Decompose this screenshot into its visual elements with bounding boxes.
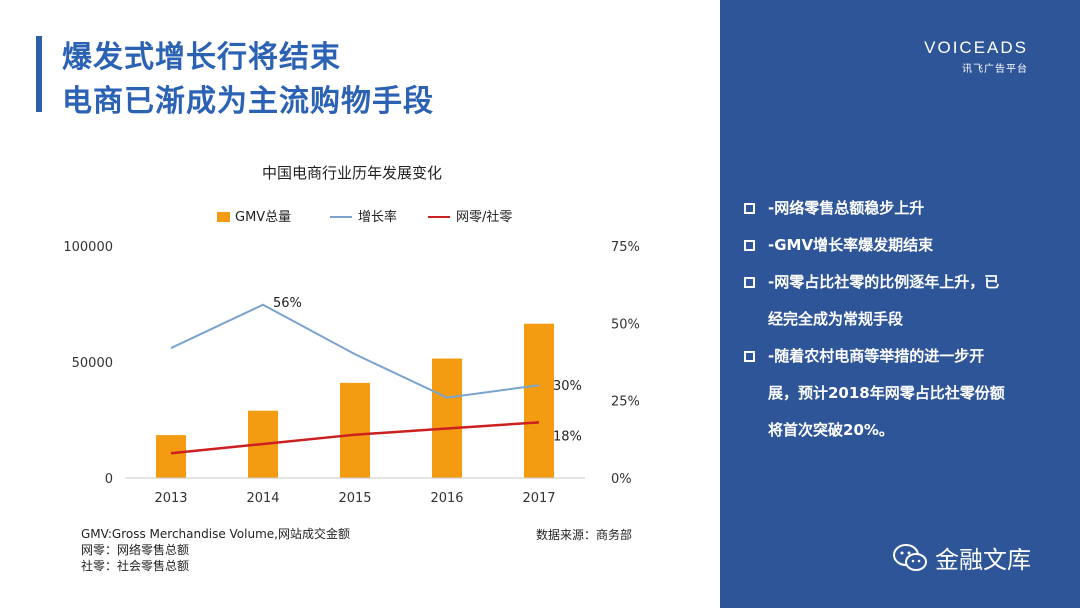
x-tick-label: 2013 [154,491,187,506]
data-labels: 56% 30% 18% [273,296,582,445]
chart-area: 中国电商行业历年发展变化 GMV总量 增长率 网零/社零 050000100000 … [63,164,640,506]
footnote-wangling: 网零：网络零售总额 [81,543,190,557]
chart-title: 中国电商行业历年发展变化 [262,164,442,182]
wechat-icon [893,543,927,571]
line-series [170,303,540,455]
page-title-line2: 电商已渐成为主流购物手段 [62,84,434,119]
right-tick-label: 75% [611,240,640,255]
watermark-text: 金融文库 [935,546,1031,574]
bullet-continuation: 经完全成为常规手段 [768,310,904,328]
bullet-continuation: 将首次突破20%。 [768,421,894,439]
line-growth-rate [170,303,540,399]
watermark: 金融文库 [893,540,1031,575]
right-tick-label: 50% [611,317,640,332]
checkbox-square-icon [744,203,755,214]
right-axis: 0% 25% 50% 75% [611,240,640,487]
page-title-line1: 爆发式增长行将结束 [62,40,341,75]
logo-text: VOICEADS [924,38,1028,57]
bar-gmv-2016 [432,358,462,478]
x-tick-label: 2014 [246,491,279,506]
legend-label: 网零/社零 [456,209,512,225]
left-axis: 0 50000 100000 [63,240,113,487]
x-tick-label: 2017 [522,491,555,506]
x-tick-label: 2016 [430,491,463,506]
data-label: 18% [553,429,582,444]
legend-label: 增长率 [358,209,397,225]
bullet-item: -网络零售总额稳步上升 [742,190,1042,227]
checkbox-square-icon [744,240,755,251]
left-tick-label: 100000 [63,240,113,255]
bullet-item: -GMV增长率爆发期结束 [742,227,1042,264]
checkbox-square-icon [744,277,755,288]
summary-panel: VOICEADS 讯飞广告平台 [720,0,1080,608]
legend-label: GMV总量 [235,210,291,225]
checkbox-square-icon [744,351,755,362]
title-accent-bar [36,36,42,112]
bar-gmv-2013 [156,435,186,478]
footnote-gmv: GMV:Gross Merchandise Volume,网站成交金额 [81,527,350,541]
right-tick-label: 25% [611,395,640,410]
left-tick-label: 0 [105,472,113,487]
bullet-item: -网零占比社零的比例逐年上升，已 [742,264,1042,301]
bullet-continuation: 展，预计2018年网零占比社零份额 [768,384,1005,402]
footnote-sheling: 社零：社会零售总额 [81,559,190,573]
right-tick-label: 0% [611,472,632,487]
x-axis: 2013 2014 2015 2016 2017 [154,491,555,506]
chart-legend: GMV总量 增长率 网零/社零 [217,209,512,225]
bar-gmv-2017 [524,323,554,478]
logo-subtext: 讯飞广告平台 [962,64,1028,75]
bullet-item: -随着农村电商等举措的进一步开 [742,338,1042,375]
brand-logo: VOICEADS 讯飞广告平台 [924,38,1028,75]
x-tick-label: 2015 [338,491,371,506]
bar-gmv-2015 [340,382,370,478]
data-source: 数据来源：商务部 [536,528,633,542]
data-label: 30% [553,379,582,394]
left-tick-label: 50000 [72,356,113,371]
data-label: 56% [273,296,302,311]
legend-swatch-bar [217,212,230,222]
line-online-retail-ratio [170,421,540,455]
bullet-list: -网络零售总额稳步上升 -GMV增长率爆发期结束 -网零占比社零的比例逐年上升，… [742,190,1042,449]
bar-series [156,323,554,478]
